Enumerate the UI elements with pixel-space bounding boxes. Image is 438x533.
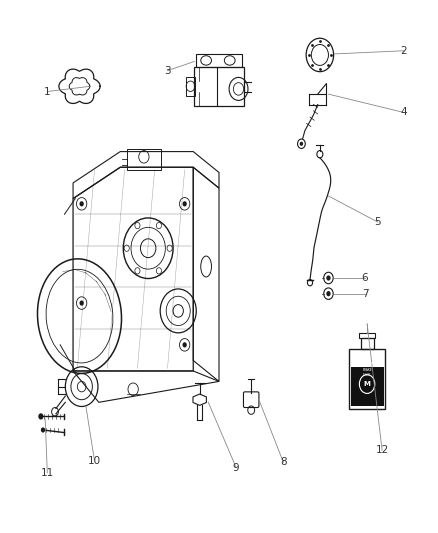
Bar (350, 367, 384, 406)
Text: 5: 5 (374, 217, 381, 227)
Text: 10: 10 (88, 456, 101, 466)
Text: 11: 11 (41, 468, 54, 478)
Bar (194, 67, 244, 106)
Circle shape (300, 142, 303, 146)
Circle shape (80, 201, 84, 206)
Circle shape (326, 291, 331, 296)
Text: BRAKE: BRAKE (362, 368, 372, 373)
Circle shape (38, 413, 43, 419)
Text: 6: 6 (362, 273, 368, 283)
Bar (197, 54, 241, 67)
Bar (186, 77, 195, 96)
Text: MOPAR: MOPAR (359, 361, 375, 365)
Bar (349, 349, 385, 409)
Bar (360, 338, 374, 349)
Text: 9: 9 (233, 463, 240, 473)
Text: 4: 4 (400, 108, 407, 117)
Text: FLUID: FLUID (363, 373, 371, 377)
Text: 2: 2 (400, 46, 407, 56)
Text: 12: 12 (375, 446, 389, 455)
Circle shape (183, 342, 187, 348)
Text: 3: 3 (164, 66, 171, 76)
Circle shape (183, 201, 187, 206)
Text: 8: 8 (280, 457, 287, 467)
Circle shape (359, 375, 375, 393)
Circle shape (41, 427, 45, 433)
Text: 7: 7 (362, 289, 368, 298)
Bar (359, 333, 375, 338)
Text: M: M (364, 381, 371, 387)
Circle shape (326, 276, 331, 280)
Circle shape (80, 301, 84, 306)
Bar (127, 149, 161, 170)
Text: 1: 1 (44, 86, 51, 96)
